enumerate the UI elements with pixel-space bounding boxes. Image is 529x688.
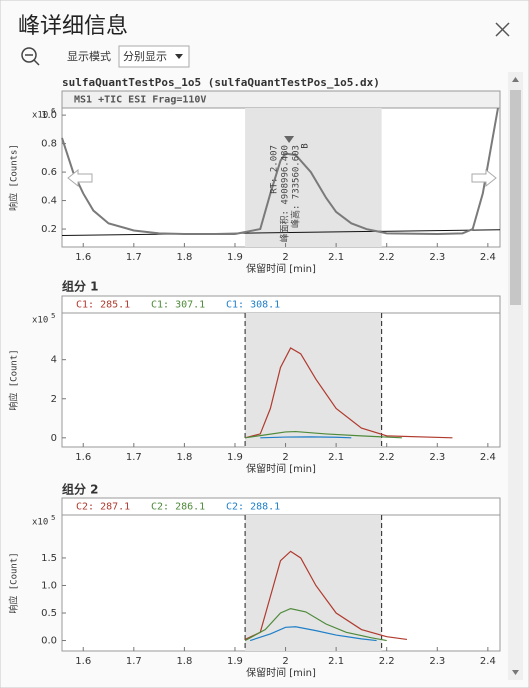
y-scale-label: x10 <box>32 518 48 528</box>
x-tick-label: 2 <box>282 452 288 463</box>
peak-annotation: 峰高: 733560.603 <box>290 145 302 228</box>
y-tick-label: 0.0 <box>41 636 57 647</box>
close-button[interactable] <box>495 22 510 37</box>
y-scale-exponent: 5 <box>51 312 55 320</box>
x-tick-label: 2.2 <box>379 252 395 263</box>
y-tick-label: 4 <box>51 355 57 366</box>
legend-entry: C2: 286.1 <box>151 502 205 513</box>
peak-annotation: 峰面积: 4908996.480 <box>279 145 291 242</box>
highlight-region <box>245 313 382 447</box>
legend-entry: C1: 285.1 <box>76 300 130 311</box>
zoom-icon[interactable] <box>33 59 40 66</box>
y-tick-label: 0.8 <box>41 139 57 150</box>
x-tick-label: 1.8 <box>176 656 192 667</box>
pan-right-arrow <box>471 168 497 188</box>
x-tick-label: 2.1 <box>328 452 344 463</box>
y-tick-label: 0.6 <box>41 167 57 178</box>
x-tick-label: 1.9 <box>227 252 243 263</box>
baseline <box>61 229 501 236</box>
x-tick-label: 1.9 <box>227 656 243 667</box>
y-tick-label: 1.0 <box>41 110 57 121</box>
legend-entry: C2: 287.1 <box>76 502 130 513</box>
plot-title: MS1 +TIC ESI Frag=110V <box>74 95 206 106</box>
x-tick-label: 2.2 <box>379 452 395 463</box>
y-axis-label: 响应 [Count] <box>8 552 20 613</box>
x-tick-label: 2.3 <box>429 252 445 263</box>
series-line <box>249 626 377 642</box>
x-tick-label: 2.4 <box>480 252 496 263</box>
series-line <box>244 550 408 641</box>
x-tick-label: 2 <box>282 656 288 667</box>
y-tick-label: 0.5 <box>41 608 57 619</box>
x-tick-label: 1.7 <box>126 252 142 263</box>
x-tick-label: 2.1 <box>328 656 344 667</box>
dialog-title: 峰详细信息 <box>18 14 128 39</box>
x-tick-label: 2 <box>282 252 288 263</box>
peak-marker-label: B <box>301 143 311 148</box>
y-axis-label: 响应 [Counts] <box>8 144 20 211</box>
pan-left-arrow <box>67 168 93 188</box>
y-scale-label: x10 <box>32 111 48 121</box>
series-line <box>61 107 499 236</box>
plot-title: 组分 2 <box>62 482 99 497</box>
x-tick-label: 2.2 <box>379 656 395 667</box>
x-tick-label: 2.3 <box>429 656 445 667</box>
x-axis-label: 保留时间 [min] <box>246 462 316 475</box>
zoom-icon[interactable] <box>21 47 37 63</box>
x-axis-label: 保留时间 [min] <box>246 666 316 679</box>
peak-marker <box>284 136 295 143</box>
x-tick-label: 2.4 <box>480 452 496 463</box>
x-tick-label: 2.4 <box>480 656 496 667</box>
x-tick-label: 1.8 <box>176 452 192 463</box>
close-icon[interactable] <box>495 22 510 37</box>
x-tick-label: 1.6 <box>75 656 91 667</box>
scrollbar-thumb[interactable] <box>510 90 521 305</box>
legend-entry: C1: 307.1 <box>151 300 205 311</box>
series-line <box>244 347 453 439</box>
series-line <box>245 430 402 439</box>
zoom-out-button[interactable] <box>21 47 40 66</box>
x-tick-label: 1.8 <box>176 252 192 263</box>
mode-select[interactable] <box>118 45 190 68</box>
x-axis-label: 保留时间 [min] <box>246 262 316 275</box>
file-title: sulfaQuantTestPos_1o5 (sulfaQuantTestPos… <box>62 76 380 89</box>
x-tick-label: 1.7 <box>126 656 142 667</box>
series-line <box>260 436 352 439</box>
legend-entry: C2: 288.1 <box>226 502 280 513</box>
y-tick-label: 0.2 <box>41 224 57 235</box>
mode-label: 显示模式 <box>67 50 111 63</box>
legend-entry: C1: 308.1 <box>226 300 280 311</box>
plot-title: 组分 1 <box>62 279 99 294</box>
y-scale-exponent: 6 <box>51 107 56 115</box>
select-arrow[interactable] <box>175 54 183 59</box>
y-tick-label: 1.0 <box>41 580 57 591</box>
series-line <box>244 607 387 642</box>
y-scale-label: x10 <box>32 316 48 326</box>
x-tick-label: 2.3 <box>429 452 445 463</box>
y-tick-label: 0.4 <box>41 196 57 207</box>
y-tick-label: 2 <box>51 394 57 405</box>
x-tick-label: 1.7 <box>126 452 142 463</box>
y-tick-label: 0 <box>51 433 57 444</box>
y-scale-exponent: 5 <box>51 514 55 522</box>
peak-annotation: RT: 2.007 <box>270 145 280 194</box>
x-tick-label: 1.6 <box>75 252 91 263</box>
y-axis-label: 响应 [Count] <box>8 349 20 410</box>
x-tick-label: 1.9 <box>227 452 243 463</box>
x-tick-label: 2.1 <box>328 252 344 263</box>
x-tick-label: 1.6 <box>75 452 91 463</box>
mode-select-value[interactable]: 分别显示 <box>123 50 167 63</box>
y-tick-label: 1.5 <box>41 553 57 564</box>
